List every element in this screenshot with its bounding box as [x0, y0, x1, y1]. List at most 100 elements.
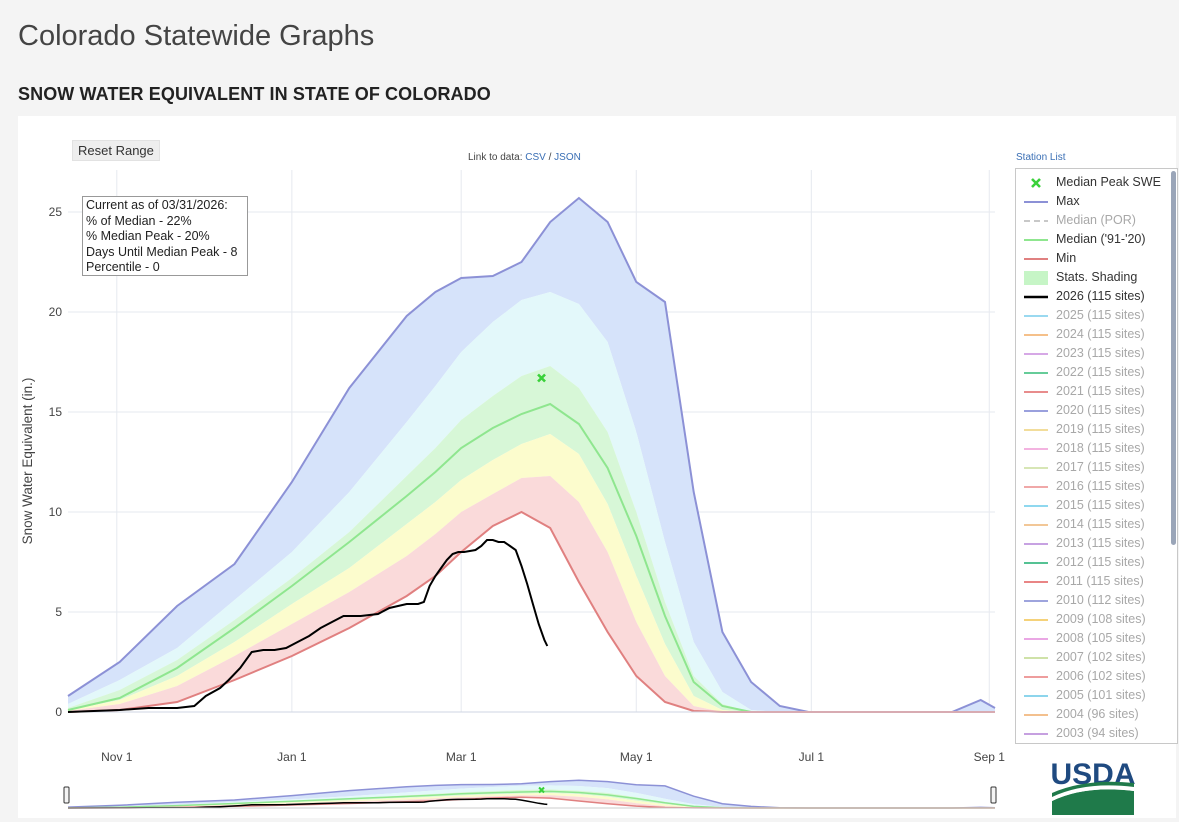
legend-label: 2014 (115 sites) [1056, 517, 1145, 531]
legend-label: 2026 (115 sites) [1056, 289, 1145, 303]
legend-item[interactable]: 2004 (96 sites) [1016, 705, 1166, 724]
legend-symbol [1024, 201, 1048, 203]
page-title: Colorado Statewide Graphs [18, 20, 375, 52]
legend-item[interactable]: 2008 (105 sites) [1016, 629, 1166, 648]
legend-label: 2013 (115 sites) [1056, 536, 1145, 550]
legend-item[interactable]: 2015 (115 sites) [1016, 496, 1166, 515]
range-handle-left[interactable] [63, 786, 70, 804]
legend-symbol [1024, 391, 1048, 393]
legend-symbol [1031, 178, 1041, 188]
legend-symbol [1024, 239, 1048, 241]
legend-item[interactable]: 2021 (115 sites) [1016, 382, 1166, 401]
legend-symbol [1024, 676, 1048, 678]
legend-symbol [1024, 524, 1048, 526]
legend-item[interactable]: 2003 (94 sites) [1016, 724, 1166, 743]
y-axis-label: Snow Water Equivalent (in.) [20, 378, 35, 545]
y-tick-label: 0 [55, 705, 62, 719]
legend-scrollbar[interactable] [1171, 171, 1176, 545]
x-tick-label: Nov 1 [101, 750, 133, 764]
legend-label: 2011 (115 sites) [1056, 574, 1144, 588]
legend-item[interactable]: 2022 (115 sites) [1016, 363, 1166, 382]
legend-item[interactable]: 2025 (115 sites) [1016, 306, 1166, 325]
legend-item[interactable]: Min [1016, 249, 1166, 268]
station-list-link[interactable]: Station List [1016, 152, 1066, 163]
legend-symbol [1024, 581, 1048, 583]
x-tick-label: Jan 1 [277, 750, 307, 764]
legend-label: 2010 (112 sites) [1056, 593, 1145, 607]
x-tick-label: Mar 1 [446, 750, 477, 764]
legend-item[interactable]: 2014 (115 sites) [1016, 515, 1166, 534]
legend-item[interactable]: 2012 (115 sites) [1016, 553, 1166, 572]
legend-label: Median Peak SWE [1056, 175, 1161, 189]
legend-item[interactable]: 2013 (115 sites) [1016, 534, 1166, 553]
legend-item[interactable]: 2009 (108 sites) [1016, 610, 1166, 629]
y-tick-label: 25 [49, 205, 63, 219]
legend-item[interactable]: Stats. Shading [1016, 268, 1166, 287]
link-separator: / [545, 152, 555, 163]
legend-symbol [1024, 505, 1048, 507]
legend-item[interactable]: 2020 (115 sites) [1016, 401, 1166, 420]
legend-symbol [1024, 295, 1048, 299]
legend-item[interactable]: 2023 (115 sites) [1016, 344, 1166, 363]
legend-item[interactable]: 2026 (115 sites) [1016, 287, 1166, 306]
legend-label: 2009 (108 sites) [1056, 612, 1146, 626]
legend-item[interactable]: 2007 (102 sites) [1016, 648, 1166, 667]
legend-symbol [1024, 334, 1048, 336]
legend-symbol [1024, 315, 1048, 317]
legend-label: 2020 (115 sites) [1056, 403, 1145, 417]
legend-label: 2012 (115 sites) [1056, 555, 1145, 569]
legend-label: 2021 (115 sites) [1056, 384, 1145, 398]
info-percentile: Percentile - 0 [86, 260, 160, 274]
legend-symbol [1024, 258, 1048, 260]
y-tick-label: 10 [49, 505, 63, 519]
legend-item[interactable]: 2006 (102 sites) [1016, 667, 1166, 686]
legend-label: Stats. Shading [1056, 270, 1138, 284]
legend-label: 2017 (115 sites) [1056, 460, 1145, 474]
legend-symbol [1024, 657, 1048, 659]
legend-label: 2005 (101 sites) [1056, 688, 1146, 702]
stats-shading-band [68, 434, 995, 712]
legend-label: Median (POR) [1056, 213, 1136, 227]
range-handle-right[interactable] [990, 786, 997, 804]
usda-logo: USDA [1050, 757, 1136, 822]
legend-label: 2022 (115 sites) [1056, 365, 1145, 379]
legend-symbol [1024, 486, 1048, 488]
legend-item[interactable]: 2024 (115 sites) [1016, 325, 1166, 344]
legend-item[interactable]: 2011 (115 sites) [1016, 572, 1166, 591]
legend-item[interactable]: 2017 (115 sites) [1016, 458, 1166, 477]
median-peak-marker [537, 373, 546, 383]
legend-symbol [1024, 410, 1048, 412]
legend-item[interactable]: 2005 (101 sites) [1016, 686, 1166, 705]
legend-item[interactable]: 2010 (112 sites) [1016, 591, 1166, 610]
legend-label: Min [1056, 251, 1077, 265]
info-days-until-peak: Days Until Median Peak - 8 [86, 244, 238, 259]
section-title: SNOW WATER EQUIVALENT IN STATE OF COLORA… [18, 84, 491, 104]
legend-label: 2024 (115 sites) [1056, 327, 1145, 341]
legend-label: Max [1056, 194, 1080, 208]
csv-link[interactable]: CSV [525, 152, 546, 163]
legend-item[interactable]: Median ('91-'20) [1016, 230, 1166, 249]
legend-label: 2007 (102 sites) [1056, 650, 1146, 664]
info-pct-median-peak: % Median Peak - 20% [86, 229, 210, 243]
legend-item[interactable]: Median Peak SWE [1016, 173, 1166, 192]
legend-label: 2006 (102 sites) [1056, 669, 1146, 683]
legend-label: 2023 (115 sites) [1056, 346, 1145, 360]
legend-item[interactable]: Max [1016, 192, 1166, 211]
reset-range-button[interactable]: Reset Range [72, 140, 160, 161]
link-to-data-label: Link to data: [468, 152, 523, 163]
legend-symbol [1024, 448, 1048, 450]
legend-symbol [1024, 695, 1048, 697]
legend-symbol [1024, 562, 1048, 564]
data-links: Link to data: CSV / JSON [468, 152, 581, 163]
x-tick-label: Jul 1 [799, 750, 825, 764]
legend-item[interactable]: 2016 (115 sites) [1016, 477, 1166, 496]
legend-item[interactable]: 2019 (115 sites) [1016, 420, 1166, 439]
y-tick-label: 5 [55, 605, 62, 619]
y-tick-label: 20 [49, 305, 63, 319]
json-link[interactable]: JSON [554, 152, 581, 163]
legend-label: 2004 (96 sites) [1056, 707, 1139, 721]
legend-symbol [1024, 271, 1048, 285]
legend-item[interactable]: Median (POR) [1016, 211, 1166, 230]
legend-item[interactable]: 2018 (115 sites) [1016, 439, 1166, 458]
